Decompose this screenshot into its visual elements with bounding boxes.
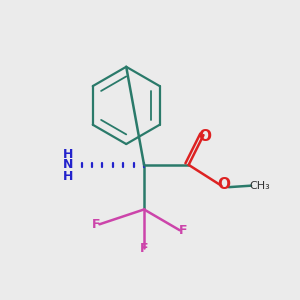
Text: H: H xyxy=(63,148,74,161)
Text: O: O xyxy=(217,177,230,192)
Text: F: F xyxy=(178,224,187,237)
Text: F: F xyxy=(140,242,148,255)
Text: CH₃: CH₃ xyxy=(250,181,270,191)
Text: H: H xyxy=(63,170,74,183)
Text: F: F xyxy=(92,218,101,231)
Text: N: N xyxy=(63,158,74,171)
Text: O: O xyxy=(199,129,212,144)
